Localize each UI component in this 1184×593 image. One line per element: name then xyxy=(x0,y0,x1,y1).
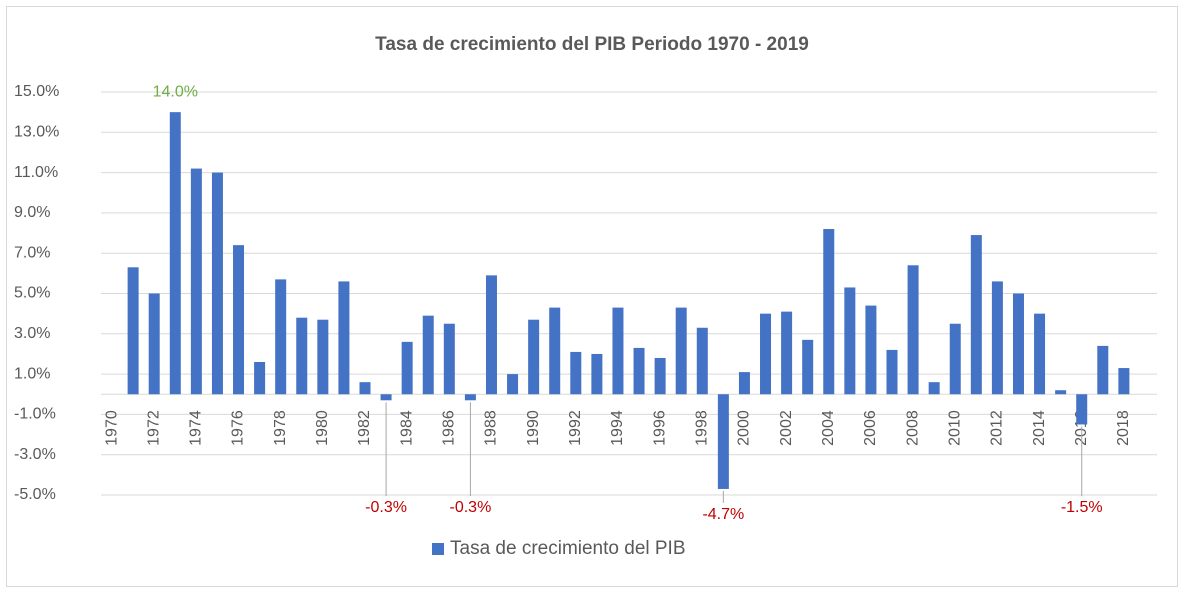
x-tick-label: 2012 xyxy=(989,410,1006,446)
bar xyxy=(823,229,835,395)
bar xyxy=(1034,313,1046,395)
y-tick-label: 1.0% xyxy=(14,365,50,382)
bar xyxy=(591,353,603,395)
bar xyxy=(127,267,139,395)
x-tick-label: 1996 xyxy=(651,410,668,446)
x-tick-label: 2002 xyxy=(778,410,795,446)
bar xyxy=(317,319,329,395)
x-tick-label: 2018 xyxy=(1115,410,1132,446)
bar xyxy=(275,279,287,395)
bar xyxy=(781,311,793,395)
bar xyxy=(570,351,582,395)
bar xyxy=(738,372,750,395)
data-label: -0.3% xyxy=(365,499,407,516)
bar xyxy=(1097,345,1109,395)
bar xyxy=(380,394,392,401)
bar xyxy=(760,313,772,395)
bar xyxy=(991,281,1003,395)
y-tick-label: 13.0% xyxy=(14,124,59,141)
bar xyxy=(338,281,350,395)
x-tick-label: 2014 xyxy=(1031,410,1048,446)
data-label: -4.7% xyxy=(702,506,744,523)
bar xyxy=(422,315,434,395)
bar xyxy=(928,382,940,395)
x-tick-label: 1986 xyxy=(441,410,458,446)
x-tick-label: 2004 xyxy=(820,410,837,446)
bar xyxy=(233,245,245,395)
x-tick-label: 1998 xyxy=(693,410,710,446)
bar xyxy=(949,323,961,395)
bar xyxy=(443,323,455,395)
bar xyxy=(675,307,687,395)
bar xyxy=(169,112,181,395)
y-tick-label: 5.0% xyxy=(14,285,50,302)
x-tick-label: 1974 xyxy=(188,410,205,446)
bar xyxy=(654,357,666,395)
x-tick-label: 1990 xyxy=(525,410,542,446)
data-label: -0.3% xyxy=(450,499,492,516)
bar xyxy=(359,382,371,395)
x-tick-label: 1972 xyxy=(145,410,162,446)
bar xyxy=(549,307,561,395)
x-tick-label: 1978 xyxy=(272,410,289,446)
x-tick-label: 1992 xyxy=(567,410,584,446)
x-tick-label: 1970 xyxy=(103,410,120,446)
bar xyxy=(296,317,308,395)
x-tick-label: 2008 xyxy=(904,410,921,446)
y-tick-label: -3.0% xyxy=(14,446,56,463)
y-tick-label: -1.0% xyxy=(14,406,56,423)
bar xyxy=(612,307,624,395)
bar xyxy=(1012,293,1024,395)
x-tick-label: 1988 xyxy=(483,410,500,446)
x-tick-label: 1994 xyxy=(609,410,626,446)
bar xyxy=(1076,394,1088,425)
bar xyxy=(1055,390,1067,395)
bar xyxy=(633,347,645,395)
y-tick-label: 7.0% xyxy=(14,244,50,261)
chart-title: Tasa de crecimiento del PIB Periodo 1970… xyxy=(375,34,809,55)
x-tick-label: 1982 xyxy=(356,410,373,446)
bar xyxy=(970,235,982,395)
bar xyxy=(802,339,814,395)
legend-swatch xyxy=(432,543,444,555)
bar xyxy=(190,168,202,395)
x-tick-label: 1984 xyxy=(398,410,415,446)
bar xyxy=(717,394,729,489)
y-tick-label: 11.0% xyxy=(14,164,58,181)
data-label: -1.5% xyxy=(1061,499,1103,516)
bar xyxy=(507,374,519,395)
bar xyxy=(211,172,223,395)
x-tick-label: 2000 xyxy=(736,410,753,446)
bar xyxy=(907,265,919,395)
bar xyxy=(696,327,708,395)
bar xyxy=(485,275,497,395)
bar xyxy=(1118,368,1130,395)
bar xyxy=(528,319,540,395)
bar xyxy=(254,362,266,395)
bar xyxy=(464,394,476,401)
y-tick-label: 15.0% xyxy=(14,83,59,100)
y-tick-label: 9.0% xyxy=(14,204,50,221)
x-tick-label: 2010 xyxy=(946,410,963,446)
y-tick-label: -5.0% xyxy=(14,486,56,503)
legend-label: Tasa de crecimiento del PIB xyxy=(450,538,686,559)
bar xyxy=(865,305,877,395)
bar xyxy=(844,287,856,395)
bar xyxy=(886,349,898,395)
data-label: 14.0% xyxy=(153,83,198,100)
bar xyxy=(148,293,160,395)
x-tick-label: 1976 xyxy=(230,410,247,446)
y-tick-label: 3.0% xyxy=(14,325,50,342)
x-tick-label: 2006 xyxy=(862,410,879,446)
bar xyxy=(401,341,413,395)
x-tick-label: 1980 xyxy=(314,410,331,446)
